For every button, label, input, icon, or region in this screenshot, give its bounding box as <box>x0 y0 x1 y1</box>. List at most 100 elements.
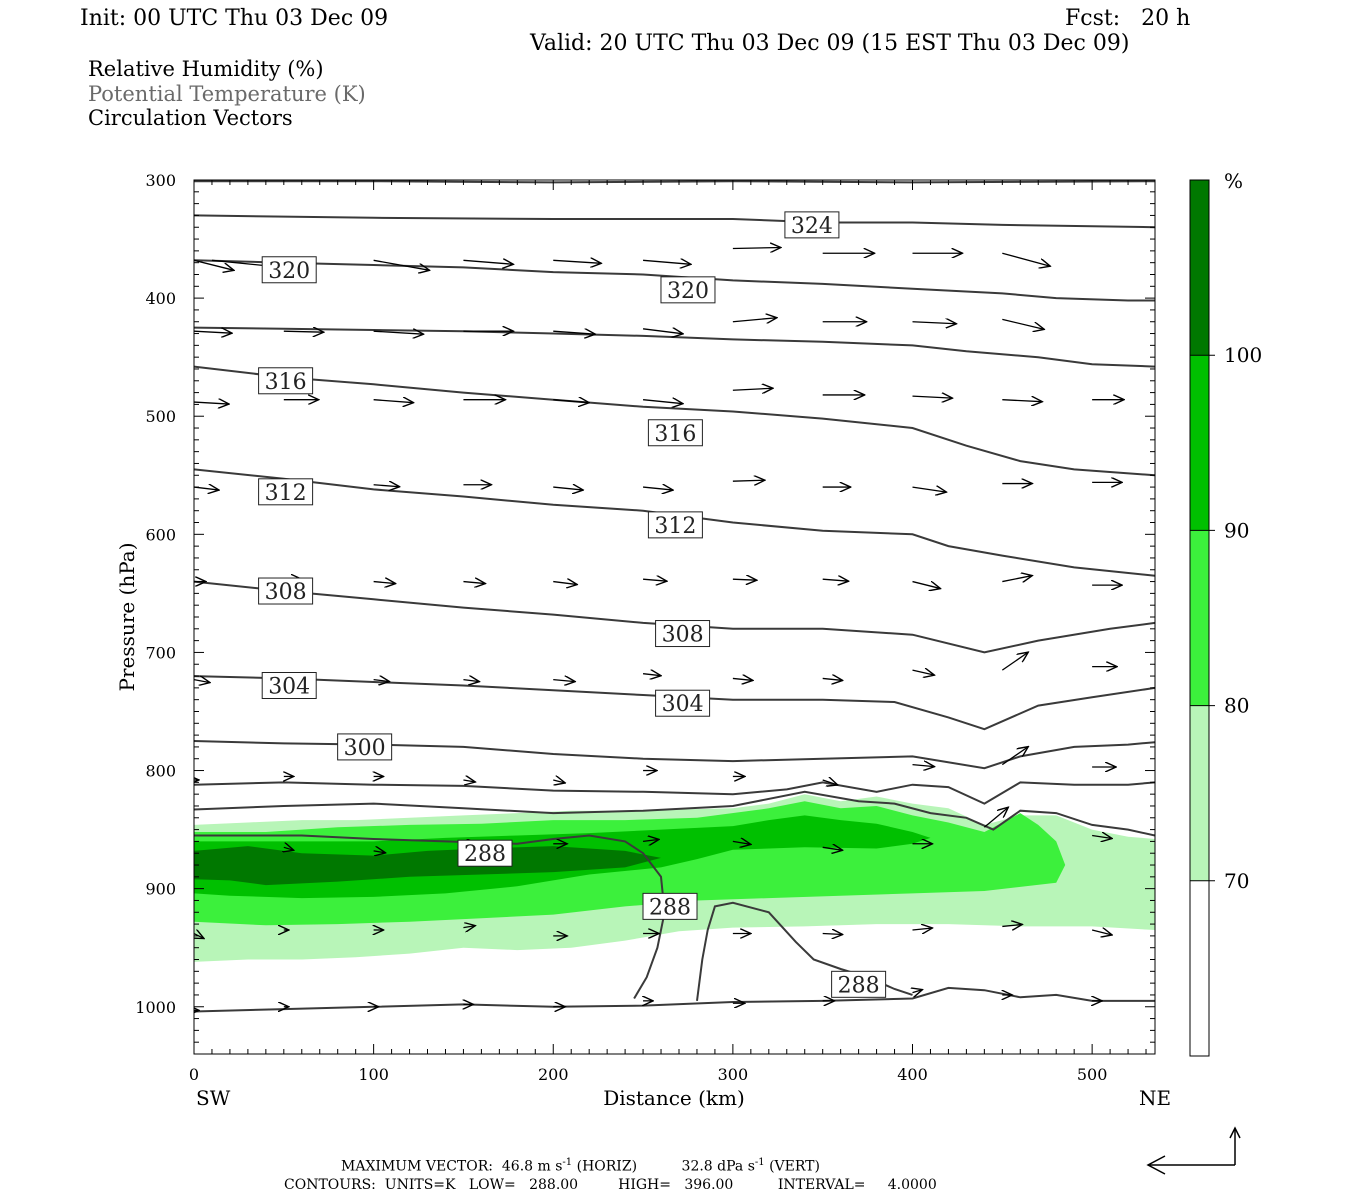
circulation-vector <box>732 480 765 481</box>
circulation-vector <box>983 807 1008 828</box>
colorbar-segment <box>1190 355 1209 531</box>
circulation-vector <box>912 765 935 767</box>
theta-label: 316 <box>258 367 314 395</box>
circulation-vector <box>194 331 232 333</box>
circulation-vector <box>373 851 386 853</box>
circulation-vector <box>373 331 424 334</box>
valid-time: Valid: 20 UTC Thu 03 Dec 09 (15 EST Thu … <box>530 31 1130 56</box>
x-tick-label: 100 <box>358 1065 389 1084</box>
circulation-vector <box>1091 930 1112 935</box>
x-axis-title: Distance (km) <box>603 1086 745 1110</box>
colorbar-segment <box>1190 705 1209 881</box>
theta-label-box <box>457 839 513 867</box>
circulation-vector <box>912 670 935 675</box>
theta-label-text: 308 <box>265 580 307 605</box>
field-rh-label: Relative Humidity (%) <box>88 57 324 81</box>
circulation-vector <box>1092 836 1112 839</box>
circulation-vector <box>1002 252 1050 266</box>
theta-label-box <box>660 276 716 304</box>
rh-region-100 <box>194 846 661 886</box>
circulation-vector <box>194 259 234 270</box>
y-tick-label: 1000 <box>135 998 176 1017</box>
y-tick-labels: 300 400 500 600 700 800 900 1000 <box>135 171 176 1017</box>
theta-label-text: 320 <box>667 279 709 304</box>
circulation-vector <box>463 926 475 928</box>
y-tick-label: 500 <box>145 407 176 426</box>
theta-label-text: 316 <box>654 422 696 447</box>
theta-contour <box>194 214 1155 229</box>
theta-label-text: 300 <box>344 736 386 761</box>
circulation-vector <box>553 582 577 585</box>
theta-label: 304 <box>261 672 317 700</box>
y-tick-label: 400 <box>145 289 176 308</box>
theta-contour <box>194 986 1155 1013</box>
theta-contour <box>194 365 1155 477</box>
theta-contour <box>194 326 1155 368</box>
theta-label-box <box>784 211 840 239</box>
theta-label-box <box>831 970 887 998</box>
x-end-label-ne: NE <box>1139 1086 1171 1110</box>
theta-label-box <box>258 577 314 605</box>
circulation-vector <box>1001 652 1028 671</box>
theta-label-text: 312 <box>654 514 696 539</box>
theta-contour <box>194 790 1155 837</box>
circulation-vector <box>732 678 753 680</box>
theta-label-text: 304 <box>662 692 704 717</box>
theta-label: 304 <box>655 689 711 717</box>
theta-label-text: 308 <box>662 623 704 648</box>
circulation-vector <box>822 934 843 935</box>
circulation-vector <box>912 322 957 324</box>
colorbar-frame <box>1189 179 1210 1057</box>
circulation-vector <box>553 260 601 263</box>
circulation-vector <box>643 487 673 490</box>
vector-key-arrow <box>1146 1126 1241 1175</box>
theta-label-box <box>261 672 317 700</box>
field-theta-label: Potential Temperature (K) <box>88 82 366 106</box>
rh-fill-layer <box>194 794 1155 962</box>
colorbar-segment <box>1190 880 1209 1056</box>
x-tick-label: 200 <box>538 1065 569 1084</box>
theta-label: 312 <box>647 511 703 539</box>
circulation-vector <box>553 331 595 334</box>
theta-label-layer: 324 320 320 316 316 312 312 308 308 304 304 300 288 2… <box>258 211 887 998</box>
theta-label-box <box>655 620 711 648</box>
theta-contour <box>194 580 1155 654</box>
theta-contour <box>194 468 1155 577</box>
x-tick-label: 0 <box>189 1065 199 1084</box>
colorbar-level-label: 70 <box>1224 869 1249 893</box>
colorbar-unit: % <box>1224 169 1243 193</box>
theta-label-box <box>647 511 703 539</box>
circulation-vector <box>373 485 400 487</box>
circulation-vector <box>643 400 683 404</box>
circulation-vector <box>553 400 589 403</box>
vector-layer <box>194 248 1124 1011</box>
theta-label: 288 <box>642 892 698 920</box>
circulation-vector <box>912 580 941 589</box>
circulation-vector <box>463 260 513 264</box>
circulation-vector <box>822 780 838 785</box>
circulation-vector <box>912 487 947 492</box>
circulation-vector <box>1001 747 1028 766</box>
circulation-vector <box>283 331 324 332</box>
theta-label: 320 <box>660 276 716 304</box>
circulation-vector <box>373 400 414 403</box>
theta-contour <box>194 781 1155 805</box>
circulation-vector <box>642 839 659 841</box>
theta-label-box <box>258 367 314 395</box>
circulation-vector <box>732 579 757 580</box>
colorbar: 100 90 80 70 <box>1189 179 1262 1057</box>
circulation-vector <box>822 678 843 680</box>
circulation-vector <box>913 990 923 993</box>
theta-label-box <box>655 689 711 717</box>
y-tick-label: 300 <box>145 171 176 190</box>
theta-label: 300 <box>337 733 393 761</box>
circulation-vector <box>732 841 751 844</box>
y-tick-label: 900 <box>145 880 176 899</box>
theta-contour <box>194 834 666 1000</box>
theta-label: 288 <box>457 839 513 867</box>
circulation-vector <box>732 318 777 322</box>
theta-label-text: 316 <box>265 370 307 395</box>
init-time: Init: 00 UTC Thu 03 Dec 09 <box>80 6 389 31</box>
y-axis-title: Pressure (hPa) <box>115 543 139 692</box>
